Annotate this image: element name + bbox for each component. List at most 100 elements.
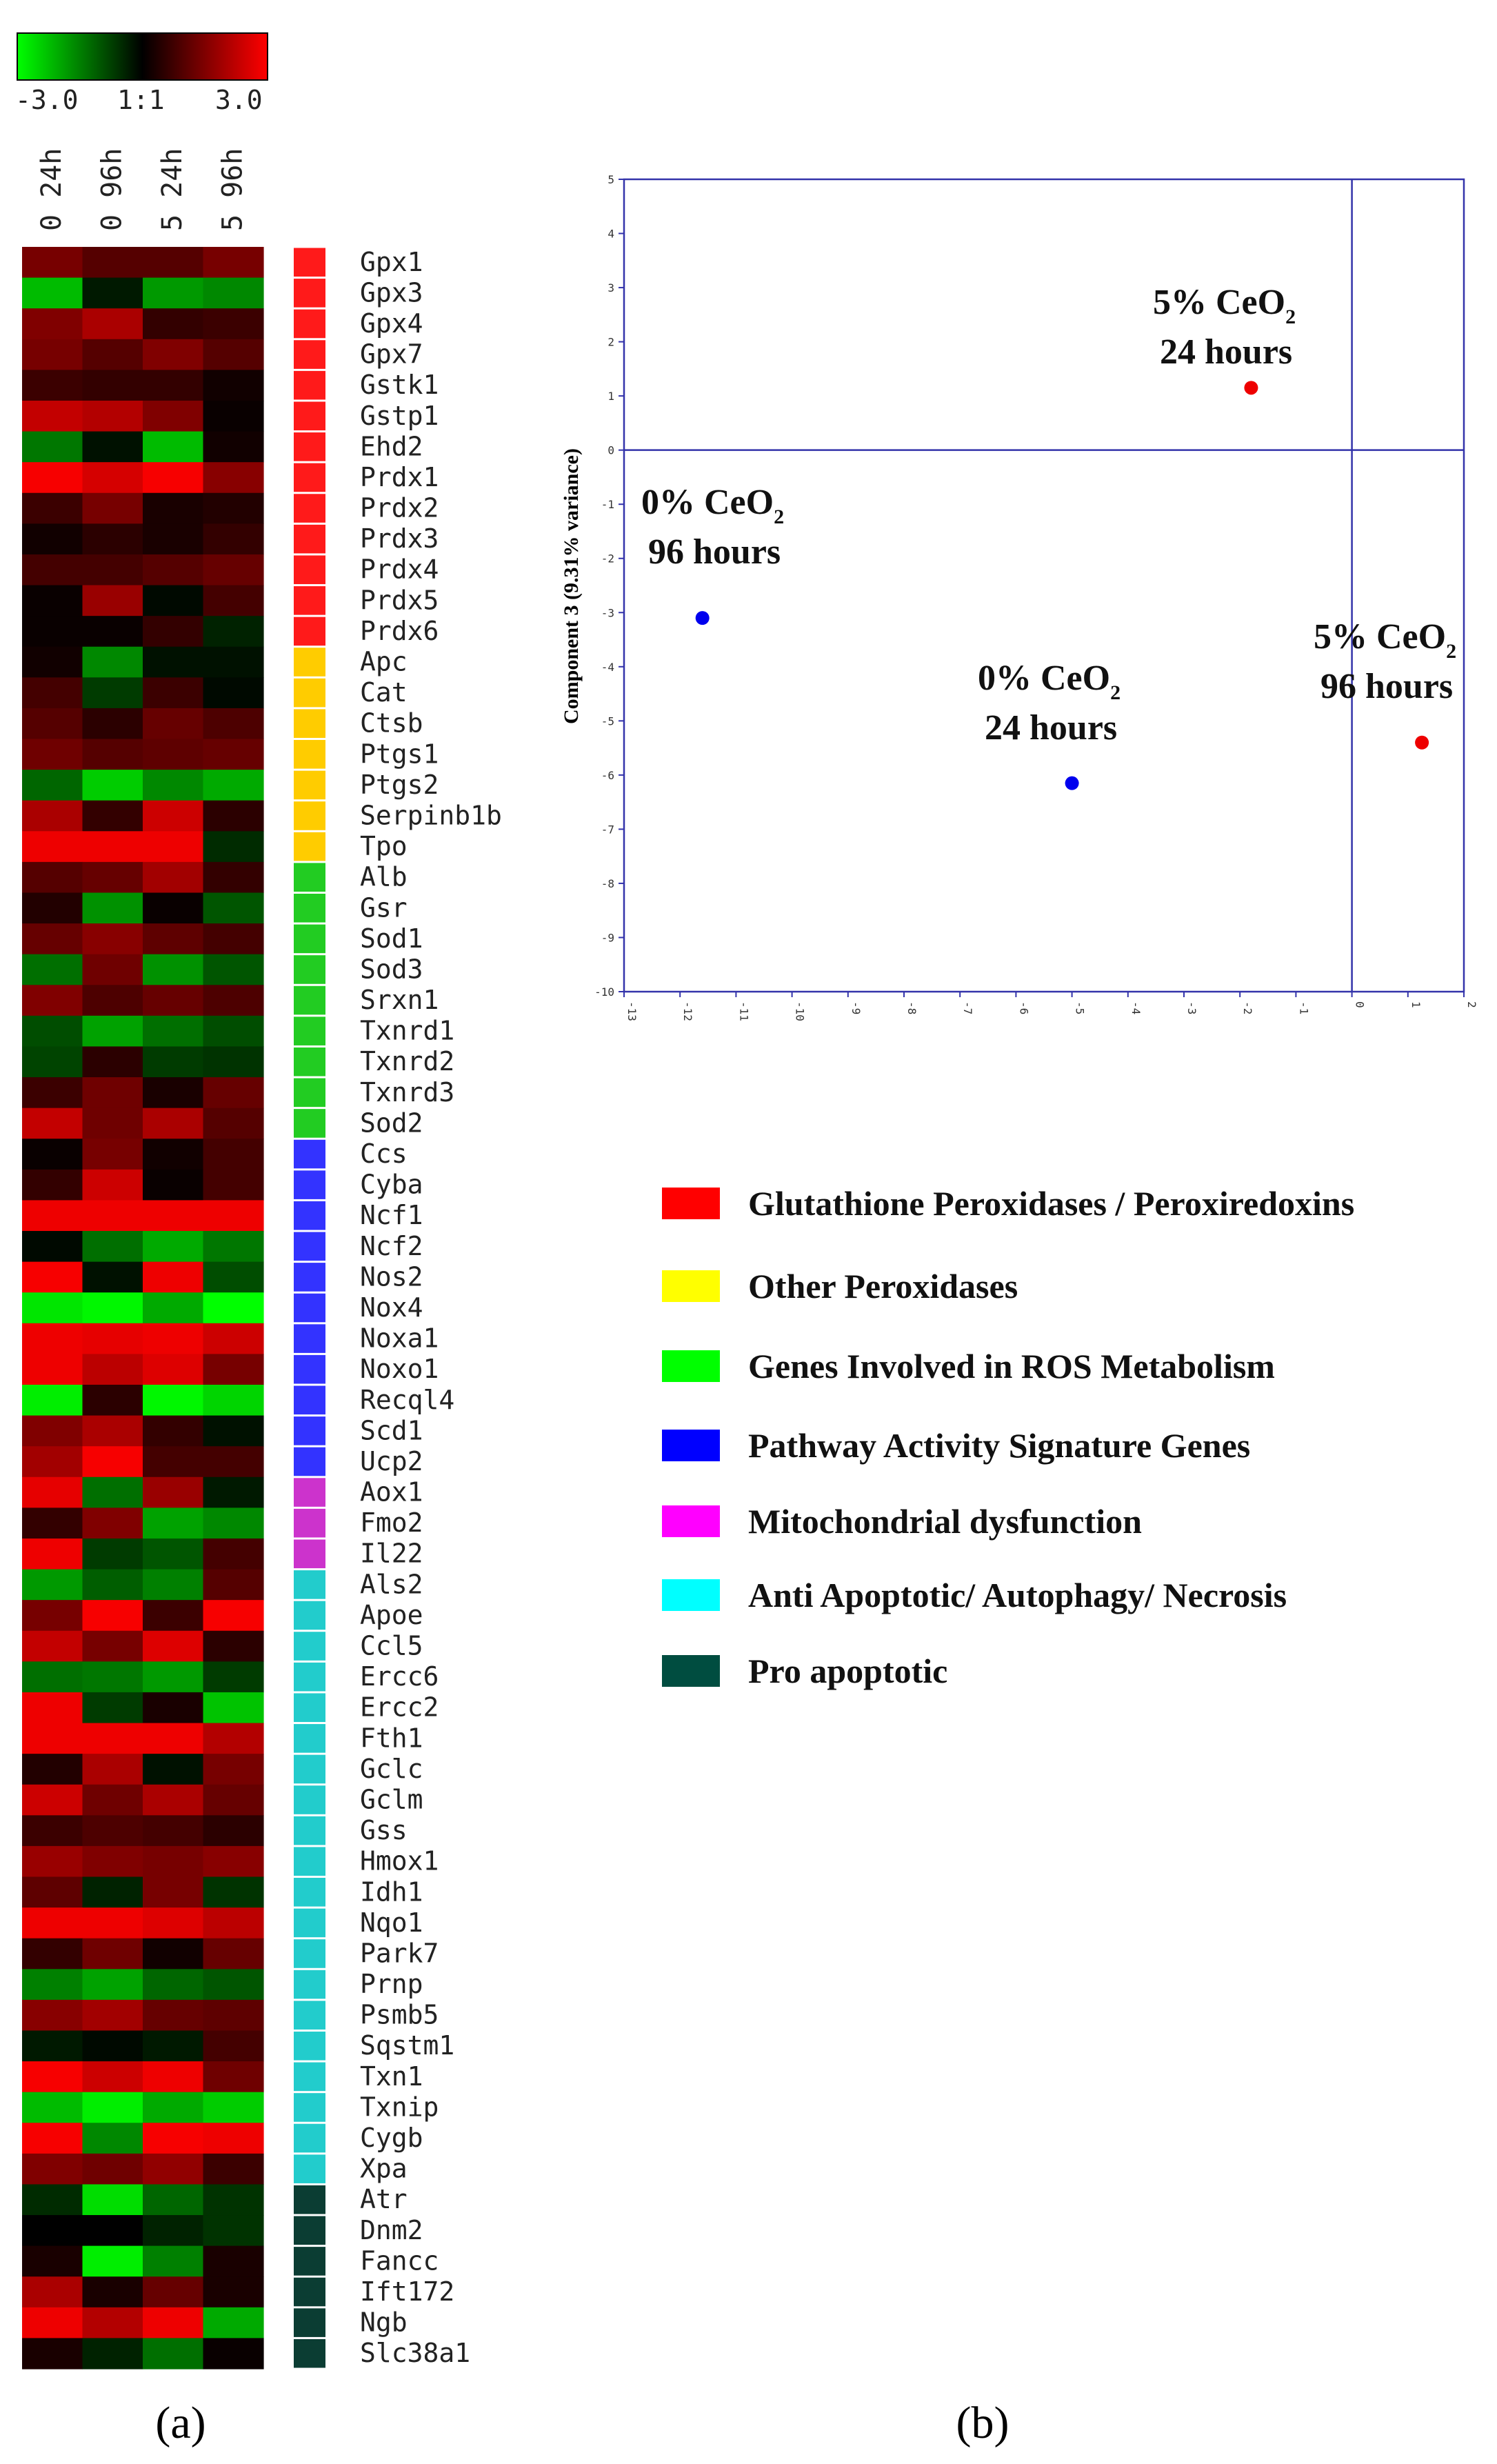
category-marker — [294, 740, 325, 769]
y-tick-label: -7 — [601, 823, 614, 836]
heatmap-cell — [143, 2123, 204, 2154]
heatmap-cell — [82, 1354, 143, 1385]
gene-label: Ptgs2 — [360, 770, 439, 800]
heatmap-cell — [82, 492, 143, 524]
heatmap-cell — [82, 800, 143, 832]
heatmap-cell — [203, 523, 264, 555]
category-marker — [294, 1570, 325, 1599]
category-marker — [294, 401, 325, 431]
category-marker — [294, 924, 325, 954]
category-marker — [294, 370, 325, 400]
category-marker — [294, 2277, 325, 2307]
category-marker — [294, 648, 325, 677]
heatmap-cell — [82, 1907, 143, 1939]
gene-label: Apc — [360, 647, 408, 677]
y-tick-label: 4 — [607, 228, 614, 241]
category-marker — [294, 1908, 325, 1938]
heatmap-cell — [22, 1907, 83, 1939]
y-tick-label: -10 — [594, 985, 614, 999]
heatmap-cell — [143, 2092, 204, 2123]
gene-label: Fth1 — [360, 1723, 423, 1753]
heatmap-cell — [143, 492, 204, 524]
heatmap-cell — [203, 1108, 264, 1139]
heatmap-cell — [203, 2153, 264, 2185]
heatmap-cell — [82, 1384, 143, 1416]
heatmap-cell — [82, 1323, 143, 1354]
category-marker — [294, 555, 325, 585]
heatmap-cell — [143, 1569, 204, 1601]
point-label-line2: 96 hours — [648, 532, 781, 572]
gene-label: Slc38a1 — [360, 2338, 470, 2368]
heatmap-cell — [143, 985, 204, 1016]
heatmap-cell — [143, 1139, 204, 1170]
gene-label: Noxa1 — [360, 1323, 439, 1354]
category-marker — [294, 1354, 325, 1384]
heatmap-cell — [22, 831, 83, 863]
heatmap-cell — [22, 2092, 83, 2123]
gene-label: Ercc6 — [360, 1661, 439, 1692]
heatmap-cell — [203, 1754, 264, 1785]
heatmap-cell — [82, 1630, 143, 1662]
gene-label: Als2 — [360, 1569, 423, 1599]
heatmap-cell — [22, 2338, 83, 2370]
heatmap-cell — [203, 2061, 264, 2093]
y-axis-label: Component 3 (9.31% variance) — [560, 448, 583, 724]
heatmap-cell — [82, 1476, 143, 1508]
colorbar-mid-label: 1:1 — [117, 85, 165, 115]
heatmap-cell — [82, 2061, 143, 2093]
category-marker — [294, 1785, 325, 1814]
heatmap-cell — [143, 308, 204, 340]
heatmap-cell — [22, 492, 83, 524]
heatmap-cell — [82, 1538, 143, 1570]
gene-label: Sod1 — [360, 923, 423, 954]
heatmap-cell — [143, 2307, 204, 2339]
gene-label: Idh1 — [360, 1876, 423, 1907]
heatmap-cell — [82, 677, 143, 709]
scatter-point — [1244, 381, 1258, 395]
category-marker — [294, 1847, 325, 1876]
heatmap-cell — [203, 1784, 264, 1816]
heatmap-cell — [82, 616, 143, 648]
category-marker — [294, 1170, 325, 1199]
heatmap-cell — [143, 1446, 204, 1478]
heatmap-cell — [22, 1784, 83, 1816]
gene-label: Alb — [360, 862, 408, 892]
heatmap-cell — [22, 1723, 83, 1754]
category-marker — [294, 1293, 325, 1323]
heatmap-cell — [22, 339, 83, 370]
y-tick-label: 5 — [607, 173, 614, 186]
heatmap-cell — [203, 2276, 264, 2308]
y-tick-label: -1 — [601, 498, 614, 511]
heatmap-cell — [143, 462, 204, 494]
heatmap-cell — [203, 1969, 264, 2001]
heatmap-cell — [203, 1200, 264, 1232]
gene-label: Gstp1 — [360, 401, 439, 431]
y-tick-label: -5 — [601, 714, 614, 728]
heatmap-cell — [82, 1415, 143, 1447]
heatmap-cell — [143, 1323, 204, 1354]
point-label-line1: 5% CeO2 — [1153, 283, 1296, 328]
category-marker — [294, 432, 325, 461]
category-marker — [294, 2308, 325, 2337]
heatmap-cell — [203, 247, 264, 279]
gene-label: Gss — [360, 1815, 408, 1845]
heatmap-cell — [82, 739, 143, 770]
heatmap-cell — [143, 1784, 204, 1816]
legend-label: Genes Involved in ROS Metabolism — [748, 1347, 1275, 1385]
heatmap-cell — [82, 1046, 143, 1078]
heatmap-cell — [143, 1692, 204, 1724]
heatmap-cell — [143, 800, 204, 832]
heatmap-cell — [82, 339, 143, 370]
scatter-point — [1415, 735, 1429, 750]
heatmap-cell — [82, 2338, 143, 2370]
heatmap-gene-labels: Gpx1Gpx3Gpx4Gpx7Gstk1Gstp1Ehd2Prdx1Prdx2… — [360, 247, 502, 2368]
heatmap-cell — [203, 2123, 264, 2154]
heatmap-cell — [82, 308, 143, 340]
heatmap-cell — [203, 1569, 264, 1601]
heatmap-cell — [82, 2307, 143, 2339]
category-marker — [294, 2031, 325, 2061]
heatmap-cell — [22, 1231, 83, 1263]
heatmap-cell — [82, 1508, 143, 1539]
heatmap-cell — [143, 2061, 204, 2093]
category-marker — [294, 2001, 325, 2030]
